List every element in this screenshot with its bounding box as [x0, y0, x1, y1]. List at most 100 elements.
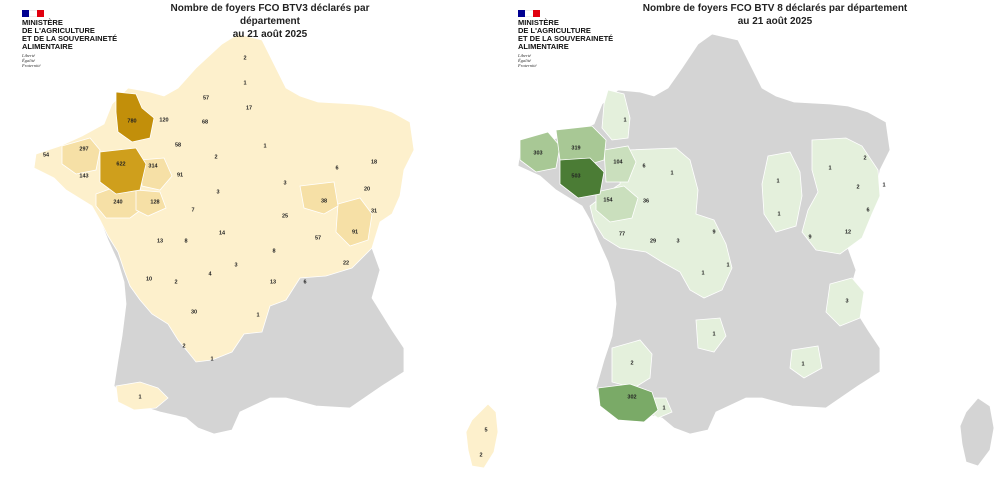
btv3-dept-count-label: 25 — [282, 213, 288, 219]
map-panel-btv8: 1 303 319 104 6 1 503 154 36 77 29 3 9 1 1 1 2 1 2 1 6 1 9 12 3 1… — [500, 0, 1002, 479]
btv3-dept-mid — [135, 189, 167, 217]
btv8-dept-count-label: 503 — [571, 173, 580, 179]
btv8-dept-count-label: 9 — [712, 229, 715, 235]
btv3-dept-count-label: 13 — [157, 238, 163, 244]
btv8-dept-count-label: 1 — [726, 262, 729, 268]
btv8-dept-count-label: 319 — [571, 145, 580, 151]
btv3-dept-count-label: 6 — [303, 279, 306, 285]
btv3-dept-count-label: 120 — [159, 117, 168, 123]
btv3-dept-count-label: 2 — [243, 55, 246, 61]
btv8-dept-count-label: 1 — [623, 117, 626, 123]
btv8-dept-g4 — [597, 383, 659, 423]
ministry-logo-btv3: MINISTÈRE DE L'AGRICULTURE ET DE LA SOUV… — [22, 10, 152, 68]
btv3-dept-count-label: 17 — [246, 105, 252, 111]
btv8-dept-count-label: 1 — [712, 331, 715, 337]
btv8-dept-g2 — [603, 145, 637, 183]
btv3-dept-count-label: 6 — [335, 165, 338, 171]
btv8-zone-south — [695, 317, 727, 353]
btv3-dept-count-label: 38 — [321, 198, 327, 204]
btv3-dept-count-label: 622 — [116, 161, 125, 167]
btv3-dept-count-label: 4 — [208, 271, 212, 277]
btv3-dept-count-label: 3 — [234, 262, 237, 268]
btv8-dept-count-label: 6 — [642, 163, 645, 169]
ministry-logo-btv8: MINISTÈRE DE L'AGRICULTURE ET DE LA SOUV… — [518, 10, 648, 68]
btv3-dept-count-label: 2 — [174, 279, 177, 285]
btv8-zone-west — [601, 89, 631, 141]
btv3-dept-count-label: 143 — [79, 173, 88, 179]
btv3-sw-zone — [115, 381, 169, 411]
btv8-zone-south — [789, 345, 823, 379]
btv3-dept-count-label: 58 — [175, 142, 181, 148]
btv3-dept-count-label: 128 — [150, 199, 159, 205]
btv3-dept-count-label: 1 — [256, 312, 259, 318]
btv3-dept-count-label: 22 — [343, 260, 349, 266]
btv3-dept-count-label: 14 — [219, 230, 226, 236]
btv3-dept-count-label: 18 — [371, 159, 377, 165]
btv8-dept-count-label: 2 — [630, 360, 633, 366]
btv8-dept-count-label: 3 — [676, 238, 679, 244]
btv3-dept-count-label: 240 — [113, 199, 122, 205]
btv3-dept-count-label: 780 — [127, 118, 136, 124]
btv3-dept-count-label: 1 — [263, 143, 266, 149]
btv8-dept-count-label: 1 — [701, 270, 704, 276]
btv3-dept-darkest — [115, 91, 155, 143]
btv8-dept-count-label: 77 — [619, 231, 625, 237]
btv3-dept-dark — [99, 147, 147, 195]
ministry-name: MINISTÈRE DE L'AGRICULTURE ET DE LA SOUV… — [518, 18, 614, 51]
btv3-dept-count-label: 54 — [43, 152, 50, 158]
btv3-dept-count-label: 1 — [138, 394, 141, 400]
btv8-dept-count-label: 1 — [882, 182, 885, 188]
btv3-title-line1: Nombre de foyers FCO BTV3 déclarés par d… — [170, 3, 370, 27]
btv3-dept-count-label: 91 — [177, 172, 183, 178]
btv3-dept-count-label: 8 — [272, 248, 275, 254]
btv8-dept-count-label: 1 — [662, 405, 665, 411]
btv3-dept-count-label: 1 — [210, 356, 213, 362]
btv3-dept-mid — [335, 197, 373, 247]
btv8-dept-count-label: 29 — [650, 238, 656, 244]
btv8-dept-count-label: 12 — [845, 229, 851, 235]
republic-motto: Liberté Égalité Fraternité — [22, 53, 41, 68]
btv3-dept-count-label: 2 — [214, 154, 217, 160]
btv3-dept-count-label: 2 — [182, 343, 185, 349]
btv8-zone-sw — [611, 339, 653, 389]
map-panel-btv3: 2 1 57 17 68 780 120 58 1 2 297 54 622 314 91 143 240 128… — [0, 0, 500, 479]
btv8-dept-g2 — [595, 185, 639, 223]
btv3-dept-count-label: 13 — [270, 279, 276, 285]
btv3-dept-count-label: 314 — [148, 163, 158, 169]
btv8-dept-count-label: 3 — [845, 298, 848, 304]
btv3-dept-count-label: 57 — [315, 235, 321, 241]
btv8-zone-east — [761, 151, 803, 233]
btv8-dept-count-label: 6 — [866, 207, 869, 213]
btv8-dept-g3 — [519, 131, 561, 173]
btv3-dept-count-label: 20 — [364, 186, 370, 192]
french-flag-icon — [22, 10, 44, 17]
corsica-btv3 — [465, 403, 499, 469]
btv3-dept-count-label: 3 — [216, 189, 219, 195]
btv8-dept-count-label: 9 — [808, 234, 811, 240]
btv8-dept-count-label: 1 — [801, 361, 804, 367]
corsica-btv8 — [959, 397, 995, 467]
btv8-dept-count-label: 2 — [863, 155, 866, 161]
btv8-zone-se — [825, 277, 865, 327]
btv3-dept-count-label: 31 — [371, 208, 377, 214]
btv8-map-title: Nombre de foyers FCO BTV 8 déclarés par … — [640, 2, 910, 28]
btv8-dept-count-label: 1 — [776, 178, 779, 184]
btv8-dept-count-label: 1 — [670, 170, 673, 176]
btv8-dept-g5 — [559, 157, 605, 199]
ministry-name: MINISTÈRE DE L'AGRICULTURE ET DE LA SOUV… — [22, 18, 118, 51]
btv3-dept-count-label: 10 — [146, 276, 152, 282]
btv3-dept-count-label: 3 — [283, 180, 286, 186]
btv8-title-line1: Nombre de foyers FCO BTV 8 déclarés par … — [642, 3, 908, 14]
btv8-dept-count-label: 2 — [856, 184, 859, 190]
btv3-title-line2: au 21 août 2025 — [232, 29, 308, 40]
btv3-dept-count-label: 5 — [484, 427, 487, 433]
btv3-map-title: Nombre de foyers FCO BTV3 déclarés par d… — [140, 2, 400, 41]
btv8-dept-count-label: 303 — [533, 150, 542, 156]
btv3-dept-count-label: 91 — [352, 229, 358, 235]
btv8-zone-east — [801, 137, 881, 255]
